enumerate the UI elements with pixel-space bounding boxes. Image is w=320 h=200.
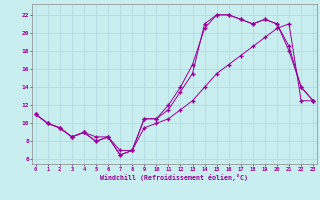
X-axis label: Windchill (Refroidissement éolien,°C): Windchill (Refroidissement éolien,°C) [100,174,248,181]
